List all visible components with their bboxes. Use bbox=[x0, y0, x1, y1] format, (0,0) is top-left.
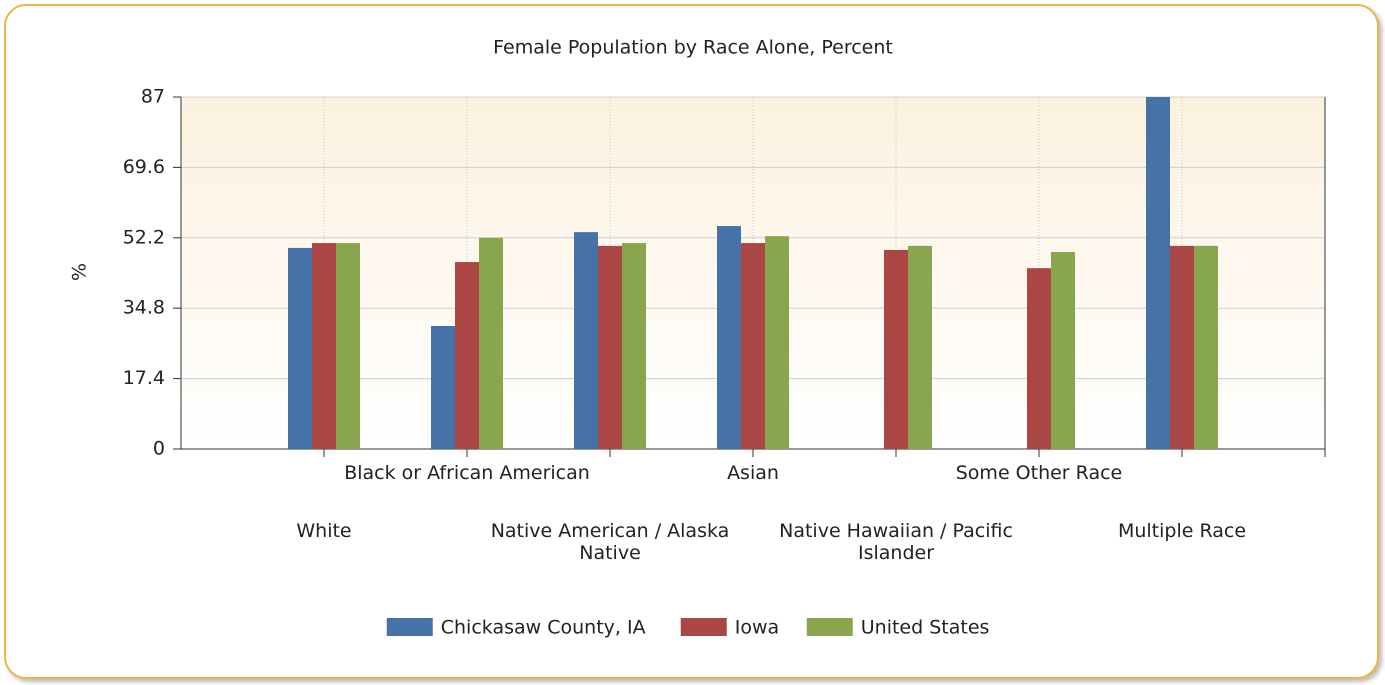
legend-swatch bbox=[806, 618, 853, 636]
y-tick-label: 87 bbox=[141, 86, 165, 108]
bar bbox=[1194, 245, 1218, 449]
bar bbox=[1027, 268, 1051, 449]
bar bbox=[1051, 251, 1075, 449]
bar bbox=[574, 232, 598, 449]
bar bbox=[598, 245, 622, 449]
y-tick-label: 17.4 bbox=[123, 367, 165, 389]
bar bbox=[479, 237, 503, 449]
chart-title: Female Population by Race Alone, Percent bbox=[493, 37, 893, 59]
legend-label: Iowa bbox=[735, 617, 779, 639]
bar bbox=[741, 243, 765, 449]
bar bbox=[884, 249, 908, 449]
x-tick-label: Multiple Race bbox=[1117, 520, 1247, 542]
y-tick-label: 52.2 bbox=[123, 226, 165, 248]
y-axis-label: % bbox=[69, 263, 91, 281]
bar bbox=[455, 262, 479, 449]
legend-swatch bbox=[386, 618, 433, 636]
legend-swatch bbox=[680, 618, 727, 636]
bar bbox=[1170, 245, 1194, 449]
x-tick-label: Asian bbox=[727, 462, 779, 484]
x-tick-label: Native Hawaiian / Pacific Islander bbox=[779, 520, 1013, 564]
bar bbox=[908, 245, 932, 449]
bar bbox=[312, 243, 336, 449]
bar bbox=[336, 243, 360, 449]
bar bbox=[1146, 97, 1170, 449]
y-tick-label: 34.8 bbox=[123, 297, 165, 319]
x-tick-label: Black or African American bbox=[344, 462, 590, 484]
bar bbox=[622, 243, 646, 449]
x-tick-label: Native American / Alaska Native bbox=[490, 520, 730, 564]
legend-label: Chickasaw County, IA bbox=[441, 617, 646, 639]
bar bbox=[717, 226, 741, 449]
x-tick-label: Some Other Race bbox=[955, 462, 1123, 484]
bar bbox=[765, 236, 789, 449]
y-tick-label: 0 bbox=[153, 438, 165, 460]
bar bbox=[431, 326, 455, 449]
bar bbox=[288, 247, 312, 449]
legend-label: United States bbox=[861, 617, 990, 639]
y-tick-label: 69.6 bbox=[123, 156, 165, 178]
x-tick-label: White bbox=[296, 520, 352, 542]
